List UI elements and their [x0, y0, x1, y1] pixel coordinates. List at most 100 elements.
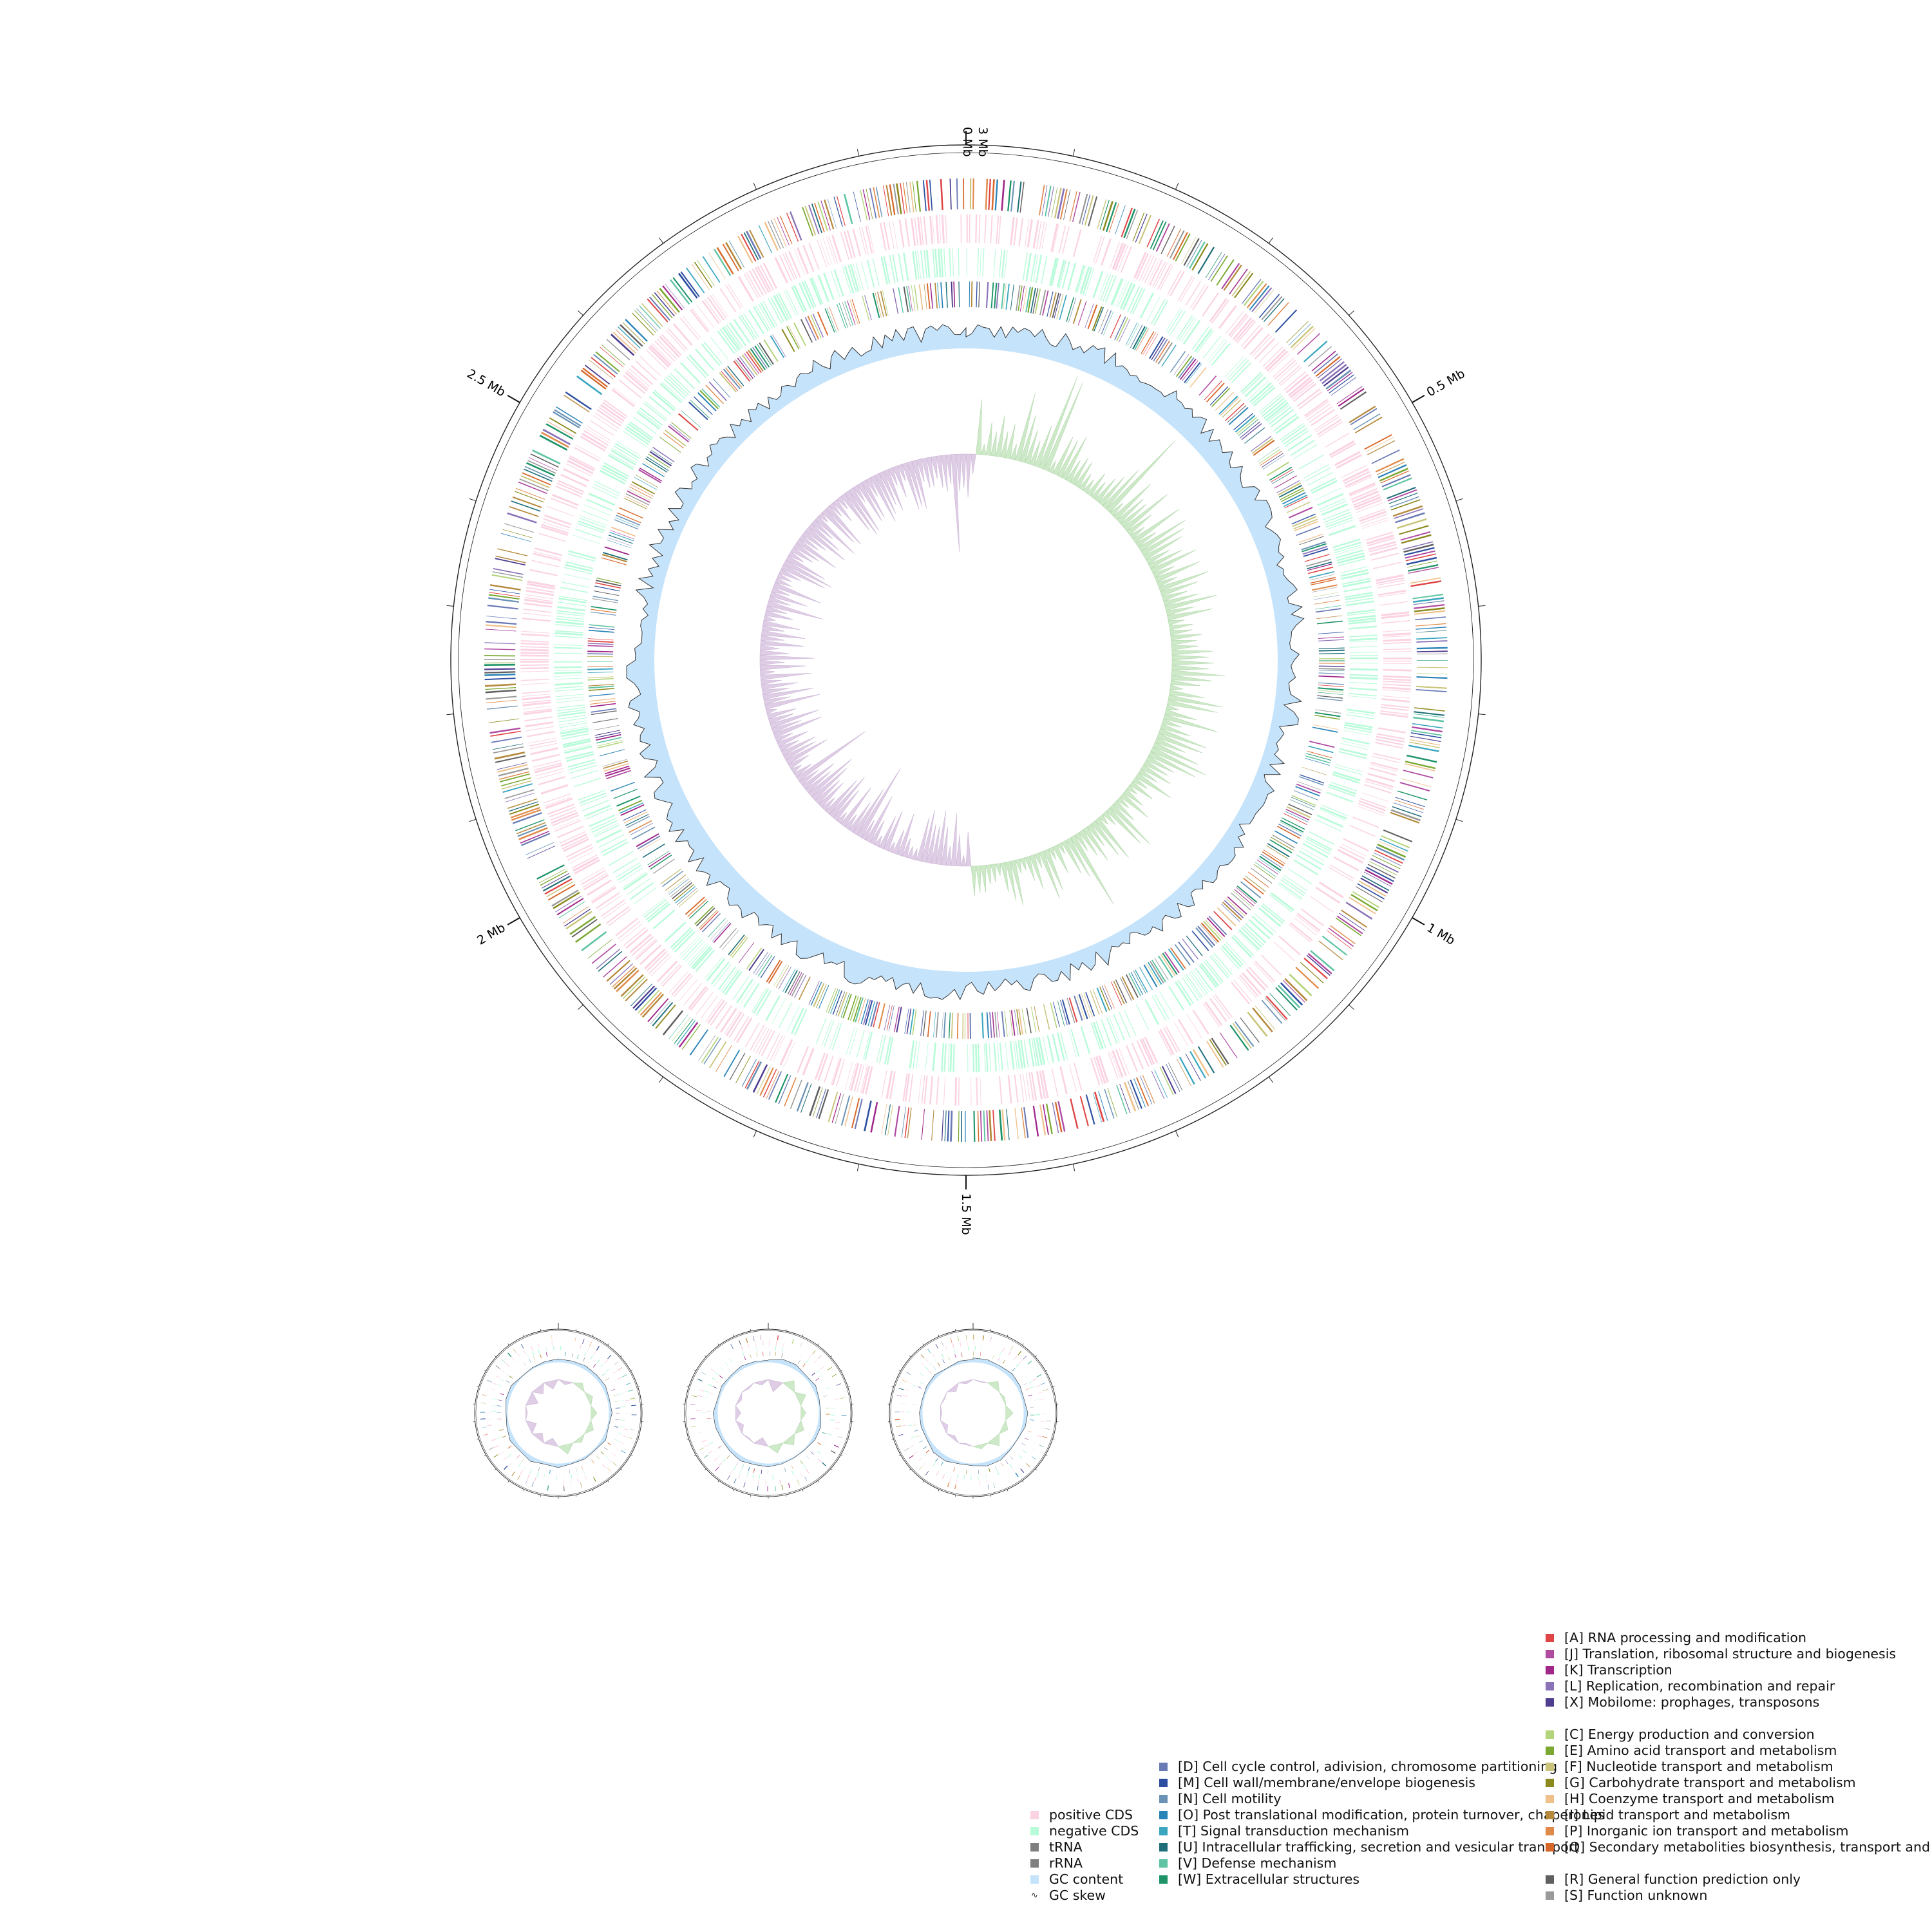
gene-feature — [1299, 776, 1324, 786]
legend-label: [V] Defense mechanism — [1178, 1855, 1337, 1871]
gene-feature — [1136, 328, 1150, 352]
gene-feature — [815, 1378, 820, 1381]
gene-feature — [591, 710, 617, 715]
gene-feature — [1139, 967, 1153, 990]
gene-feature — [945, 1346, 947, 1350]
gene-feature — [1383, 641, 1412, 645]
gene-feature — [1280, 487, 1304, 500]
gene-feature — [990, 215, 993, 244]
gc-skew-segment — [735, 1392, 743, 1406]
gene-feature — [1412, 726, 1443, 733]
gene-feature — [1151, 1070, 1165, 1099]
gene-feature — [981, 1346, 983, 1352]
gene-feature — [702, 913, 721, 933]
gene-feature — [1023, 1450, 1027, 1454]
gene-feature — [1262, 455, 1285, 469]
gene-feature — [728, 322, 747, 346]
gene-feature — [1030, 1414, 1035, 1416]
gene-feature — [1403, 544, 1434, 553]
gene-feature — [594, 480, 621, 494]
gene-feature — [1014, 1108, 1019, 1139]
gene-feature — [1034, 289, 1041, 314]
gene-feature — [560, 587, 589, 593]
gc-skew-segment — [861, 479, 885, 518]
gene-feature — [764, 222, 779, 251]
gene-feature — [1176, 1058, 1191, 1086]
gene-feature — [553, 891, 580, 909]
gene-feature — [538, 1343, 540, 1348]
gene-feature — [590, 611, 616, 616]
gene-feature — [1042, 1435, 1048, 1439]
gc-skew-segment — [815, 516, 855, 554]
gene-feature — [1324, 511, 1351, 523]
gene-feature — [1368, 767, 1397, 776]
gene-feature — [638, 990, 660, 1014]
cog-track-plus — [480, 1334, 637, 1492]
gene-feature — [616, 1448, 621, 1451]
gene-feature — [652, 858, 675, 874]
gene-feature — [827, 198, 837, 229]
gene-feature — [1197, 1046, 1215, 1074]
gene-feature — [925, 1358, 929, 1363]
gene-feature — [1339, 748, 1368, 757]
gene-feature — [523, 1466, 526, 1470]
gene-feature — [1413, 716, 1444, 723]
gene-feature — [480, 1418, 486, 1420]
gene-feature — [1158, 955, 1173, 978]
gene-feature — [601, 467, 627, 482]
gene-feature — [623, 497, 647, 509]
gene-feature — [504, 789, 535, 799]
gc-skew-segment — [543, 1437, 559, 1447]
gene-feature — [1296, 388, 1321, 407]
tick-mark — [898, 1454, 901, 1456]
gene-feature — [672, 1017, 691, 1042]
gene-feature — [661, 381, 683, 401]
gene-feature — [823, 1395, 828, 1397]
gene-feature — [906, 286, 911, 312]
gene-feature — [1374, 849, 1403, 864]
gene-feature — [826, 988, 837, 1012]
gene-feature — [1096, 987, 1108, 1012]
gene-feature — [619, 1426, 624, 1428]
gene-feature — [1329, 525, 1356, 536]
gene-feature — [1112, 279, 1124, 306]
gene-feature — [691, 263, 710, 290]
gene-feature — [1127, 323, 1140, 346]
gene-feature — [529, 743, 558, 750]
gene-feature — [1327, 930, 1352, 949]
gene-feature — [525, 594, 554, 600]
gc-skew-segment — [1152, 565, 1175, 578]
gc-skew-segment — [764, 611, 793, 620]
gene-feature — [1416, 626, 1447, 630]
gene-feature — [985, 281, 989, 308]
gene-feature — [1046, 1103, 1053, 1135]
gene-feature — [581, 1465, 583, 1470]
gene-feature — [524, 716, 553, 722]
gene-feature — [849, 1028, 858, 1056]
gene-feature — [739, 1469, 742, 1474]
gene-feature — [829, 1022, 840, 1050]
gene-feature — [1376, 577, 1405, 584]
gene-feature — [533, 1356, 536, 1361]
gene-feature — [1258, 858, 1280, 873]
gene-feature — [748, 949, 764, 971]
gene-feature — [1056, 294, 1064, 319]
gene-feature — [589, 814, 616, 828]
gene-feature — [741, 233, 757, 262]
gene-feature — [903, 286, 909, 312]
gene-feature — [671, 973, 692, 996]
gene-feature — [775, 1346, 777, 1351]
gene-feature — [1395, 797, 1425, 808]
gc-skew-segment — [1171, 645, 1198, 650]
gene-feature — [1183, 320, 1201, 345]
gc-skew-segment — [976, 399, 982, 455]
gene-feature — [835, 1059, 846, 1087]
gene-feature — [1383, 477, 1412, 491]
gene-feature — [1161, 345, 1177, 367]
gene-feature — [1127, 286, 1141, 312]
gene-feature — [520, 654, 549, 657]
gene-feature — [668, 328, 688, 350]
gene-feature — [1233, 934, 1255, 956]
gene-feature — [688, 354, 709, 377]
gene-feature — [838, 303, 848, 328]
